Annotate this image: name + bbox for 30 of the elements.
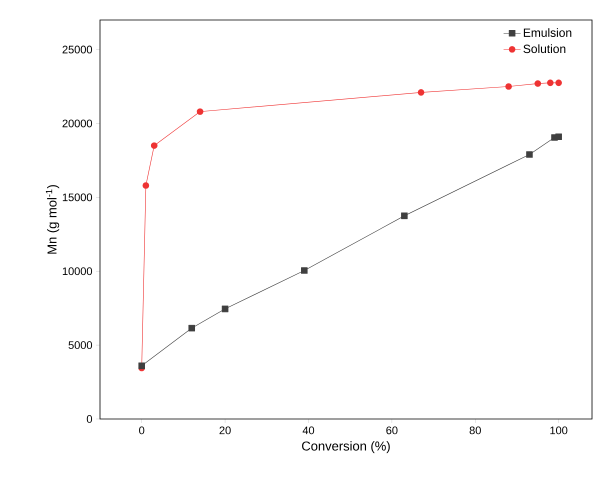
- y-tick-label: 0: [86, 415, 92, 423]
- y-tick-label: 25000: [62, 46, 92, 54]
- point: [555, 80, 562, 86]
- point: [301, 267, 308, 274]
- x-axis-title: Conversion (%): [302, 441, 390, 454]
- legend-label: Solution: [523, 44, 566, 54]
- point: [196, 108, 204, 115]
- point: [534, 80, 542, 87]
- point: [418, 89, 424, 96]
- x-tick-label: 40: [302, 426, 314, 434]
- y-axis-title: Mn (g mol$^{-1}$): [46, 185, 60, 254]
- point: [526, 151, 533, 158]
- y-tick-label: 20000: [62, 120, 92, 128]
- y-tick-label: 10000: [62, 267, 92, 276]
- x-tick-label: 80: [470, 426, 481, 434]
- point: [505, 83, 512, 90]
- point: [222, 306, 228, 312]
- point: [188, 324, 196, 332]
- x-tick-label: 100: [550, 426, 568, 434]
- point: [401, 212, 408, 220]
- point: [555, 133, 562, 140]
- x-tick-label: 60: [386, 426, 398, 434]
- point: [142, 182, 150, 189]
- x-tick-label: 0: [139, 426, 144, 434]
- x-tick-label: 20: [220, 426, 231, 434]
- y-tick-label: 15000: [62, 193, 92, 202]
- y-tick-label: 5000: [68, 341, 92, 349]
- point: [150, 142, 158, 149]
- legend-label: Emulsion: [524, 28, 572, 37]
- point: [547, 80, 554, 86]
